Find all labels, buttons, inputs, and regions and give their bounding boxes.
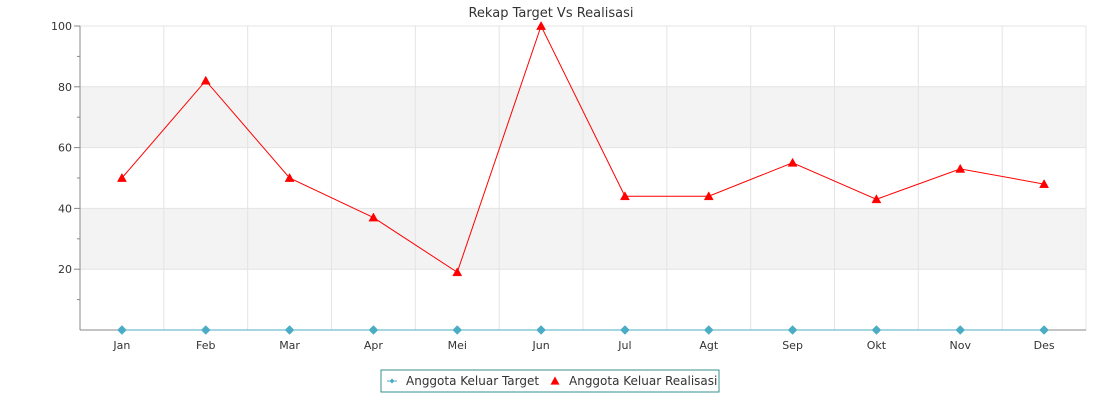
x-tick-label: Nov [950,339,972,352]
series-2 [116,20,1050,277]
legend-item[interactable]: Anggota Keluar Realisasi [550,374,718,388]
data-point[interactable] [955,325,966,335]
x-tick-label: Jan [112,339,130,352]
data-point[interactable] [368,212,379,222]
x-tick-label: Apr [364,339,384,352]
legend-label: Anggota Keluar Target [406,374,539,388]
data-point[interactable] [703,191,714,201]
data-point[interactable] [703,325,714,335]
data-point[interactable] [536,325,546,335]
x-tick-label: Mei [448,339,467,352]
x-tick-label: Jun [531,339,549,352]
data-point[interactable] [200,325,211,335]
x-tick-label: Mar [279,339,300,352]
legend[interactable]: Anggota Keluar Target Anggota Keluar Real… [380,369,720,393]
data-point[interactable] [536,20,547,30]
data-point[interactable] [871,194,882,204]
x-tick-label: Agt [699,339,719,352]
x-tick-label: Sep [782,339,803,352]
x-tick-label: Feb [196,339,215,352]
data-point[interactable] [787,157,798,167]
data-point[interactable] [116,172,127,182]
data-point[interactable] [284,325,295,335]
legend-box [380,369,720,393]
data-point[interactable] [368,325,379,335]
data-point[interactable] [200,75,211,85]
data-point[interactable] [117,325,127,335]
y-tick-label: 80 [58,81,72,94]
legend-triangle-marker [550,376,560,385]
y-tick-label: 60 [58,142,72,155]
x-tick-label: Jul [617,339,631,352]
data-point[interactable] [1039,325,1049,335]
y-tick-label: 20 [58,263,72,276]
horizontal-gridlines [80,25,1086,270]
x-tick-label: Des [1034,339,1055,352]
data-point[interactable] [620,325,630,335]
vertical-gridlines [79,26,1087,330]
data-point[interactable] [871,325,882,335]
data-point[interactable] [955,163,966,173]
data-point[interactable] [452,267,463,277]
legend-item[interactable]: Anggota Keluar Target [387,374,539,388]
legend-label: Anggota Keluar Realisasi [569,374,717,388]
series-line [121,24,1045,274]
data-point[interactable] [619,191,630,201]
y-tick-label: 100 [51,20,72,33]
series-layer [116,20,1050,335]
data-point[interactable] [284,172,295,182]
data-point[interactable] [1039,179,1050,188]
legend-diamond-marker [389,378,395,384]
y-axis-ticks: 20 40 60 80 100 [51,20,80,301]
x-axis-ticks: Jan Feb Mar Apr Mei Jun Jul Agt Sep Okt Nov Des [112,339,1054,352]
y-tick-label: 40 [58,202,72,215]
x-tick-label: Okt [867,339,887,352]
series-1 [117,325,1049,335]
data-point[interactable] [452,325,463,335]
chart-title: Rekap Target Vs Realisasi [468,6,633,21]
data-point[interactable] [787,325,798,335]
